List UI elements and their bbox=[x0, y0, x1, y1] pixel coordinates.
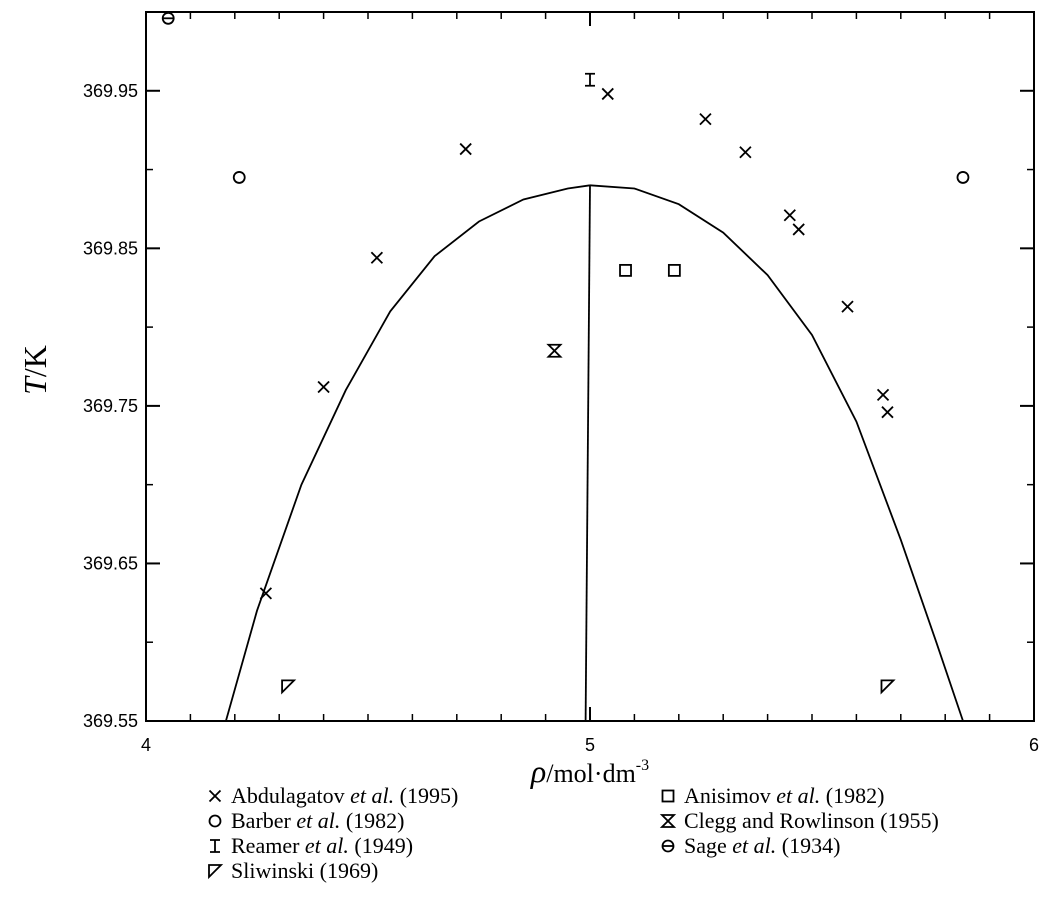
data-point-x bbox=[841, 300, 854, 313]
data-point-x bbox=[699, 113, 712, 126]
legend-label: Reamer et al. (1949) bbox=[231, 833, 413, 858]
legend-marker-square bbox=[661, 789, 675, 803]
legend-label: Anisimov et al. (1982) bbox=[684, 783, 884, 808]
data-points bbox=[161, 11, 970, 695]
y-tick-label: 369.95 bbox=[83, 81, 138, 101]
axis-ticks: 4 5 6 369.55 369.65 369.75 369.85 369.95 bbox=[83, 11, 1039, 755]
legend-label: Abdulagatov et al. (1995) bbox=[231, 783, 458, 808]
x-axis-symbol: ρ bbox=[530, 753, 546, 789]
data-point-x bbox=[792, 223, 805, 236]
data-point-tri bbox=[880, 679, 896, 695]
data-point-circle bbox=[956, 171, 970, 184]
x-tick-label: 6 bbox=[1029, 735, 1039, 755]
coexistence-curve-left bbox=[225, 184, 591, 722]
data-point-square bbox=[667, 263, 681, 277]
legend: Abdulagatov et al. (1995) Anisimov et al.… bbox=[208, 783, 939, 883]
x-tick-label: 5 bbox=[585, 735, 595, 755]
legend-marker-circle bbox=[208, 814, 222, 828]
plot-frame bbox=[145, 11, 1035, 722]
data-point-x bbox=[876, 388, 890, 401]
data-point-hourglass bbox=[546, 343, 563, 358]
rectilinear-diameter bbox=[584, 185, 591, 722]
data-point-x bbox=[370, 251, 384, 264]
legend-label: Sage et al. (1934) bbox=[684, 833, 840, 858]
y-tick-label: 369.85 bbox=[83, 238, 138, 258]
legend-marker-ibeam bbox=[210, 839, 220, 853]
legend-label: Sliwinski (1969) bbox=[231, 858, 378, 883]
y-axis-title: T/K bbox=[17, 345, 53, 395]
x-axis-exponent: -3 bbox=[636, 757, 649, 774]
coexistence-curve bbox=[225, 184, 964, 722]
data-point-x bbox=[317, 380, 330, 394]
y-tick-label: 369.75 bbox=[83, 396, 138, 416]
data-point-x bbox=[739, 146, 752, 159]
y-tick-label: 369.55 bbox=[83, 711, 138, 731]
data-point-phi bbox=[161, 11, 175, 25]
legend-marker-tri bbox=[208, 864, 224, 880]
data-point-square bbox=[619, 263, 632, 277]
data-point-x bbox=[783, 209, 796, 222]
legend-label: Barber et al. (1982) bbox=[231, 808, 405, 833]
data-point-x bbox=[601, 87, 614, 101]
data-point-x bbox=[259, 587, 273, 600]
y-axis-symbol: T bbox=[17, 375, 53, 395]
coexistence-curve-right bbox=[589, 184, 964, 722]
x-tick-label: 4 bbox=[141, 735, 151, 755]
data-point-tri bbox=[281, 679, 297, 695]
x-axis-unit: /mol·dm bbox=[546, 759, 636, 788]
x-axis-title: ρ/mol·dm-3 bbox=[530, 753, 649, 789]
legend-label: Clegg and Rowlinson (1955) bbox=[684, 808, 939, 833]
data-point-x bbox=[459, 142, 472, 156]
y-axis-unit: /K bbox=[17, 345, 53, 377]
y-tick-label: 369.65 bbox=[83, 553, 138, 573]
legend-marker-phi bbox=[661, 839, 675, 853]
legend-marker-hourglass bbox=[659, 814, 677, 828]
legend-marker-x bbox=[208, 789, 222, 803]
data-point-circle bbox=[232, 171, 246, 184]
data-point-x bbox=[881, 406, 894, 419]
data-point-ibeam bbox=[585, 72, 595, 87]
